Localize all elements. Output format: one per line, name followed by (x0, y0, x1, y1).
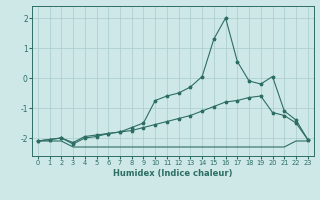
X-axis label: Humidex (Indice chaleur): Humidex (Indice chaleur) (113, 169, 233, 178)
